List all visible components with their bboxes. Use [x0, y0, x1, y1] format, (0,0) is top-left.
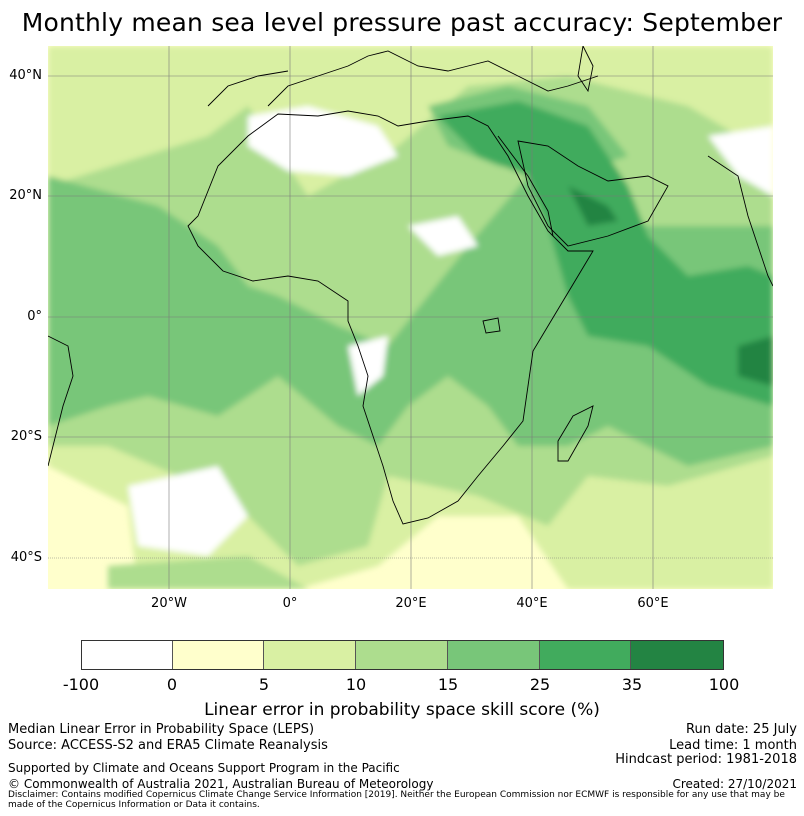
footer-source: Source: ACCESS-S2 and ERA5 Climate Reana…: [8, 738, 328, 753]
footer-disclaimer: Disclaimer: Contains modified Copernicus…: [8, 790, 785, 810]
footer-hindcast: Hindcast period: 1981-2018: [615, 752, 797, 767]
south-america-coastline: [48, 335, 74, 467]
skill-zone-25-35: [438, 101, 773, 406]
iberia-coastline: [207, 70, 289, 107]
colorbar-tick: 10: [345, 675, 367, 694]
footer-copyright: © Commonwealth of Australia 2021, Austra…: [8, 777, 434, 791]
skill-zone-negative: [348, 336, 388, 396]
lon-label-20e: 20°E: [395, 596, 427, 611]
red-sea-coastline: [497, 135, 554, 237]
footer-created: Created: 27/10/2021: [672, 777, 797, 791]
europe-coastline: [267, 50, 599, 107]
colorbar-tick: -100: [62, 675, 100, 694]
skill-map: [48, 46, 773, 589]
footer-lead-time: Lead time: 1 month: [669, 738, 797, 753]
colorbar-bin-5-10: [264, 641, 357, 669]
colorbar-bin-25-35: [539, 641, 632, 669]
lon-label-20w: 20°W: [151, 596, 187, 611]
colorbar-tick: 5: [258, 675, 270, 694]
skill-zone-negative: [248, 106, 398, 176]
madagascar-coastline: [557, 405, 594, 462]
graticule: [48, 46, 773, 589]
skill-zone-10-15: [108, 556, 308, 589]
skill-field: [48, 46, 773, 589]
map-title: Monthly mean sea level pressure past acc…: [21, 8, 783, 37]
footer-support: Supported by Climate and Oceans Support …: [8, 761, 400, 775]
colorbar-tick: 0: [166, 675, 178, 694]
india-coastline: [707, 155, 773, 287]
arabia-coastline: [517, 140, 669, 247]
lat-label-eq: 0°: [27, 309, 42, 324]
colorbar-tick: 25: [529, 675, 551, 694]
colorbar-tick: 15: [437, 675, 459, 694]
skill-zone-35-100: [738, 336, 773, 386]
colorbar-tick: 35: [621, 675, 643, 694]
lake-victoria: [482, 317, 501, 334]
map-canvas: [48, 46, 773, 589]
colorbar-bin-0-5: [172, 641, 265, 669]
colorbar-bin-10-15: [356, 641, 448, 669]
africa-coastline: [187, 110, 594, 525]
colorbar-bin-neg100-0: [82, 641, 173, 669]
lon-label-0: 0°: [282, 596, 298, 611]
footer-run-date: Run date: 25 July: [686, 722, 797, 737]
lat-label-40n: 40°N: [9, 68, 42, 83]
lat-label-20n: 20°N: [9, 188, 42, 203]
colorbar-tick: 100: [708, 675, 740, 694]
skill-zone-negative: [408, 216, 478, 256]
skill-zone-negative: [128, 466, 248, 556]
lon-label-40e: 40°E: [516, 596, 548, 611]
colorbar-bin-15-25: [447, 641, 540, 669]
colorbar-bin-35-100: [631, 641, 724, 669]
colorbar-label: Linear error in probability space skill …: [204, 700, 600, 720]
skill-zone-negative: [708, 126, 773, 196]
coastlines: [48, 46, 773, 525]
lon-label-60e: 60°E: [637, 596, 669, 611]
lat-label-40s: 40°S: [10, 550, 42, 565]
lat-label-20s: 20°S: [10, 429, 42, 444]
colorbar: [81, 640, 724, 670]
footer-method: Median Linear Error in Probability Space…: [8, 722, 315, 737]
caspian-coastline: [577, 46, 594, 93]
